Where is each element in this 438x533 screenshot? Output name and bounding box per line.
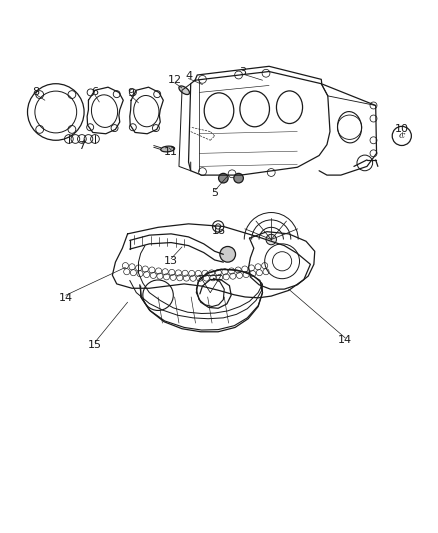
Text: 15: 15	[88, 340, 102, 350]
Text: 3: 3	[240, 67, 247, 77]
Text: 5: 5	[211, 188, 218, 198]
Circle shape	[266, 235, 276, 245]
Text: 14: 14	[59, 293, 73, 303]
Circle shape	[220, 246, 236, 262]
Text: 7: 7	[78, 141, 85, 150]
Circle shape	[234, 173, 244, 183]
Ellipse shape	[161, 146, 175, 152]
Text: 13: 13	[164, 256, 178, 266]
Text: C: C	[399, 132, 405, 140]
Text: 4: 4	[185, 71, 192, 81]
Text: 10: 10	[395, 124, 409, 134]
Text: 16: 16	[212, 226, 226, 236]
Text: 12: 12	[168, 75, 182, 85]
Text: 6: 6	[92, 87, 99, 98]
Ellipse shape	[179, 86, 190, 94]
Circle shape	[219, 173, 228, 183]
Text: 14: 14	[338, 335, 352, 345]
Text: 8: 8	[32, 86, 39, 96]
Text: 9: 9	[127, 88, 134, 98]
Text: 11: 11	[164, 148, 178, 157]
